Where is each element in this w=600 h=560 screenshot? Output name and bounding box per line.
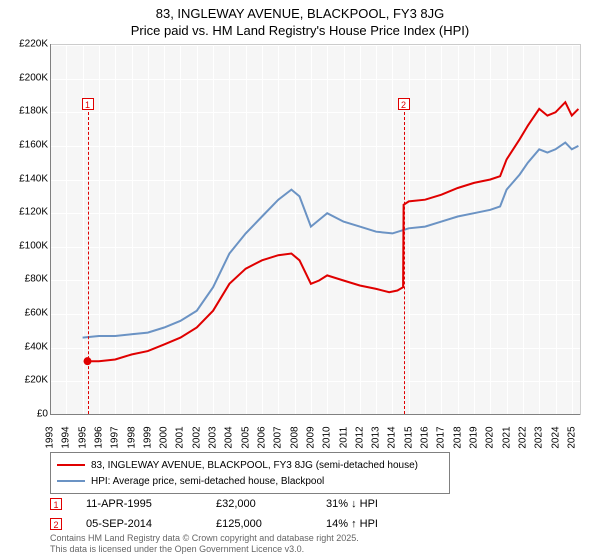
- x-tick-label: 2020: [485, 426, 496, 448]
- series-price_paid: [88, 102, 579, 361]
- x-tick-label: 1996: [93, 426, 104, 448]
- x-tick-label: 2017: [436, 426, 447, 448]
- x-tick-label: 1993: [45, 426, 56, 448]
- x-tick-label: 1998: [126, 426, 137, 448]
- marker-box: 2: [398, 98, 410, 110]
- x-tick-label: 2022: [517, 426, 528, 448]
- info-date-1: 11-APR-1995: [86, 498, 216, 510]
- info-row-1: 1 11-APR-1995 £32,000 31% ↓ HPI: [50, 498, 378, 510]
- footer-line-2: This data is licensed under the Open Gov…: [50, 544, 359, 556]
- info-delta-2: 14% ↑ HPI: [326, 518, 378, 530]
- y-tick-label: £0: [37, 409, 48, 420]
- y-tick-label: £100K: [19, 240, 48, 251]
- x-tick-label: 1999: [142, 426, 153, 448]
- y-tick-label: £20K: [25, 375, 48, 386]
- footer-text: Contains HM Land Registry data © Crown c…: [50, 533, 359, 556]
- legend-row: 83, INGLEWAY AVENUE, BLACKPOOL, FY3 8JG …: [57, 457, 443, 473]
- title-block: 83, INGLEWAY AVENUE, BLACKPOOL, FY3 8JG …: [0, 0, 600, 38]
- x-tick-label: 2001: [175, 426, 186, 448]
- info-marker-1: 1: [50, 498, 62, 510]
- series-hpi: [83, 143, 579, 338]
- x-tick-label: 1995: [77, 426, 88, 448]
- info-price-2: £125,000: [216, 518, 326, 530]
- plot-area: [50, 44, 581, 415]
- marker-dash: [88, 112, 89, 414]
- x-tick-label: 2014: [387, 426, 398, 448]
- x-tick-label: 2004: [224, 426, 235, 448]
- x-tick-label: 2000: [159, 426, 170, 448]
- y-tick-label: £180K: [19, 106, 48, 117]
- x-tick-label: 2019: [469, 426, 480, 448]
- info-date-2: 05-SEP-2014: [86, 518, 216, 530]
- plot-svg: [50, 45, 580, 415]
- legend-row: HPI: Average price, semi-detached house,…: [57, 473, 443, 489]
- y-tick-label: £80K: [25, 274, 48, 285]
- y-tick-label: £140K: [19, 173, 48, 184]
- chart-container: 83, INGLEWAY AVENUE, BLACKPOOL, FY3 8JG …: [0, 0, 600, 560]
- info-row-2: 2 05-SEP-2014 £125,000 14% ↑ HPI: [50, 518, 378, 530]
- info-marker-2: 2: [50, 518, 62, 530]
- marker-box: 1: [82, 98, 94, 110]
- title-line-2: Price paid vs. HM Land Registry's House …: [0, 23, 600, 38]
- y-tick-label: £60K: [25, 308, 48, 319]
- x-tick-label: 2005: [240, 426, 251, 448]
- info-price-1: £32,000: [216, 498, 326, 510]
- x-tick-label: 2018: [452, 426, 463, 448]
- x-tick-label: 2007: [273, 426, 284, 448]
- x-tick-label: 1994: [61, 426, 72, 448]
- legend-label: 83, INGLEWAY AVENUE, BLACKPOOL, FY3 8JG …: [91, 460, 418, 471]
- info-delta-1: 31% ↓ HPI: [326, 498, 378, 510]
- x-tick-label: 2024: [550, 426, 561, 448]
- y-tick-label: £40K: [25, 341, 48, 352]
- x-tick-label: 1997: [110, 426, 121, 448]
- x-tick-label: 2009: [305, 426, 316, 448]
- x-tick-label: 2010: [322, 426, 333, 448]
- legend-label: HPI: Average price, semi-detached house,…: [91, 476, 324, 487]
- x-tick-label: 2021: [501, 426, 512, 448]
- x-tick-label: 2013: [371, 426, 382, 448]
- x-tick-label: 2016: [420, 426, 431, 448]
- x-tick-label: 2025: [566, 426, 577, 448]
- legend-swatch: [57, 480, 85, 482]
- marker-dash: [404, 112, 405, 414]
- x-tick-label: 2012: [354, 426, 365, 448]
- y-tick-label: £220K: [19, 39, 48, 50]
- x-tick-label: 2002: [191, 426, 202, 448]
- legend-box: 83, INGLEWAY AVENUE, BLACKPOOL, FY3 8JG …: [50, 452, 450, 494]
- x-tick-label: 2023: [534, 426, 545, 448]
- x-tick-label: 2015: [403, 426, 414, 448]
- y-tick-label: £160K: [19, 139, 48, 150]
- x-axis-line: [50, 414, 580, 415]
- x-tick-label: 2006: [257, 426, 268, 448]
- y-tick-label: £120K: [19, 207, 48, 218]
- x-tick-label: 2008: [289, 426, 300, 448]
- y-axis-line: [50, 44, 51, 414]
- legend-swatch: [57, 464, 85, 466]
- title-line-1: 83, INGLEWAY AVENUE, BLACKPOOL, FY3 8JG: [0, 6, 600, 21]
- y-tick-label: £200K: [19, 72, 48, 83]
- x-tick-label: 2011: [338, 427, 349, 449]
- x-tick-label: 2003: [208, 426, 219, 448]
- footer-line-1: Contains HM Land Registry data © Crown c…: [50, 533, 359, 545]
